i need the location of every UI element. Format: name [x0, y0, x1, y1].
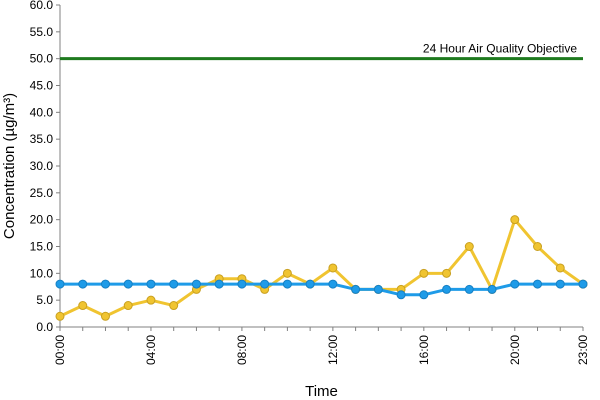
y-tick-label: 25.0: [30, 186, 54, 200]
data-point: [237, 279, 247, 289]
x-tick-label: 16:00: [417, 335, 431, 365]
y-tick-label: 0.0: [36, 320, 53, 334]
y-tick-label: 15.0: [30, 240, 54, 254]
y-tick-label: 60.0: [30, 0, 54, 12]
data-point: [464, 242, 474, 251]
data-point: [328, 279, 338, 289]
series-group: [55, 215, 588, 321]
data-point: [78, 279, 88, 289]
y-tick-label: 35.0: [30, 132, 54, 146]
data-point: [214, 279, 224, 289]
x-tick-label: 08:00: [235, 335, 249, 365]
series-0: [55, 215, 588, 321]
data-point: [351, 284, 361, 294]
data-point: [123, 279, 133, 289]
data-point: [260, 279, 270, 289]
series-line: [60, 282, 583, 297]
data-point: [55, 279, 65, 289]
y-axis-ticks: 0.0 5.0 10.0 15.0 20.0 25.0 30.0 35.0 40.0 45.0 50…: [30, 0, 60, 334]
data-point: [396, 290, 406, 300]
y-tick-label: 20.0: [30, 213, 54, 227]
data-point: [100, 311, 110, 321]
data-point: [373, 284, 383, 294]
data-point: [146, 295, 156, 305]
x-tick-label: 23:00: [576, 335, 590, 365]
y-tick-label: 30.0: [30, 159, 54, 173]
data-point: [442, 284, 452, 294]
data-point: [510, 279, 520, 289]
data-point: [555, 263, 565, 273]
data-point: [282, 268, 292, 278]
y-axis-title: Concentration (µg/m³): [1, 93, 18, 239]
data-point: [191, 279, 201, 289]
data-point: [55, 311, 65, 321]
x-tick-label: 00:00: [53, 335, 67, 365]
data-point: [533, 242, 543, 251]
data-point: [146, 279, 156, 289]
data-point: [169, 301, 179, 311]
series-line: [59, 218, 584, 318]
series-1: [55, 279, 588, 300]
data-point: [578, 279, 588, 289]
x-tick-label: 04:00: [144, 335, 158, 365]
objective-label: 24 Hour Air Quality Objective: [423, 42, 577, 56]
x-axis-ticks: 00:00 04:00 08:00 12:00 16:00 20:00 23:00: [53, 327, 590, 365]
data-point: [419, 268, 429, 278]
y-tick-label: 55.0: [30, 25, 54, 39]
data-point: [442, 268, 452, 278]
data-point: [464, 284, 474, 294]
data-point: [123, 301, 133, 311]
data-point: [419, 290, 429, 300]
data-point: [555, 279, 565, 289]
data-point: [487, 284, 497, 294]
data-point: [100, 279, 110, 289]
y-tick-label: 50.0: [30, 52, 54, 66]
y-tick-label: 5.0: [36, 293, 53, 307]
x-tick-label: 20:00: [508, 335, 522, 365]
y-tick-label: 10.0: [30, 266, 54, 280]
data-point: [510, 215, 520, 225]
objective-group: 24 Hour Air Quality Objective: [60, 42, 583, 61]
data-point: [78, 301, 88, 311]
x-tick-label: 12:00: [326, 335, 340, 365]
data-point: [305, 279, 315, 289]
data-point: [169, 279, 179, 289]
data-point: [533, 279, 543, 289]
data-point: [282, 279, 292, 289]
data-point: [328, 263, 338, 273]
x-axis-title: Time: [305, 383, 338, 400]
y-tick-label: 40.0: [30, 105, 54, 119]
y-tick-label: 45.0: [30, 79, 54, 93]
